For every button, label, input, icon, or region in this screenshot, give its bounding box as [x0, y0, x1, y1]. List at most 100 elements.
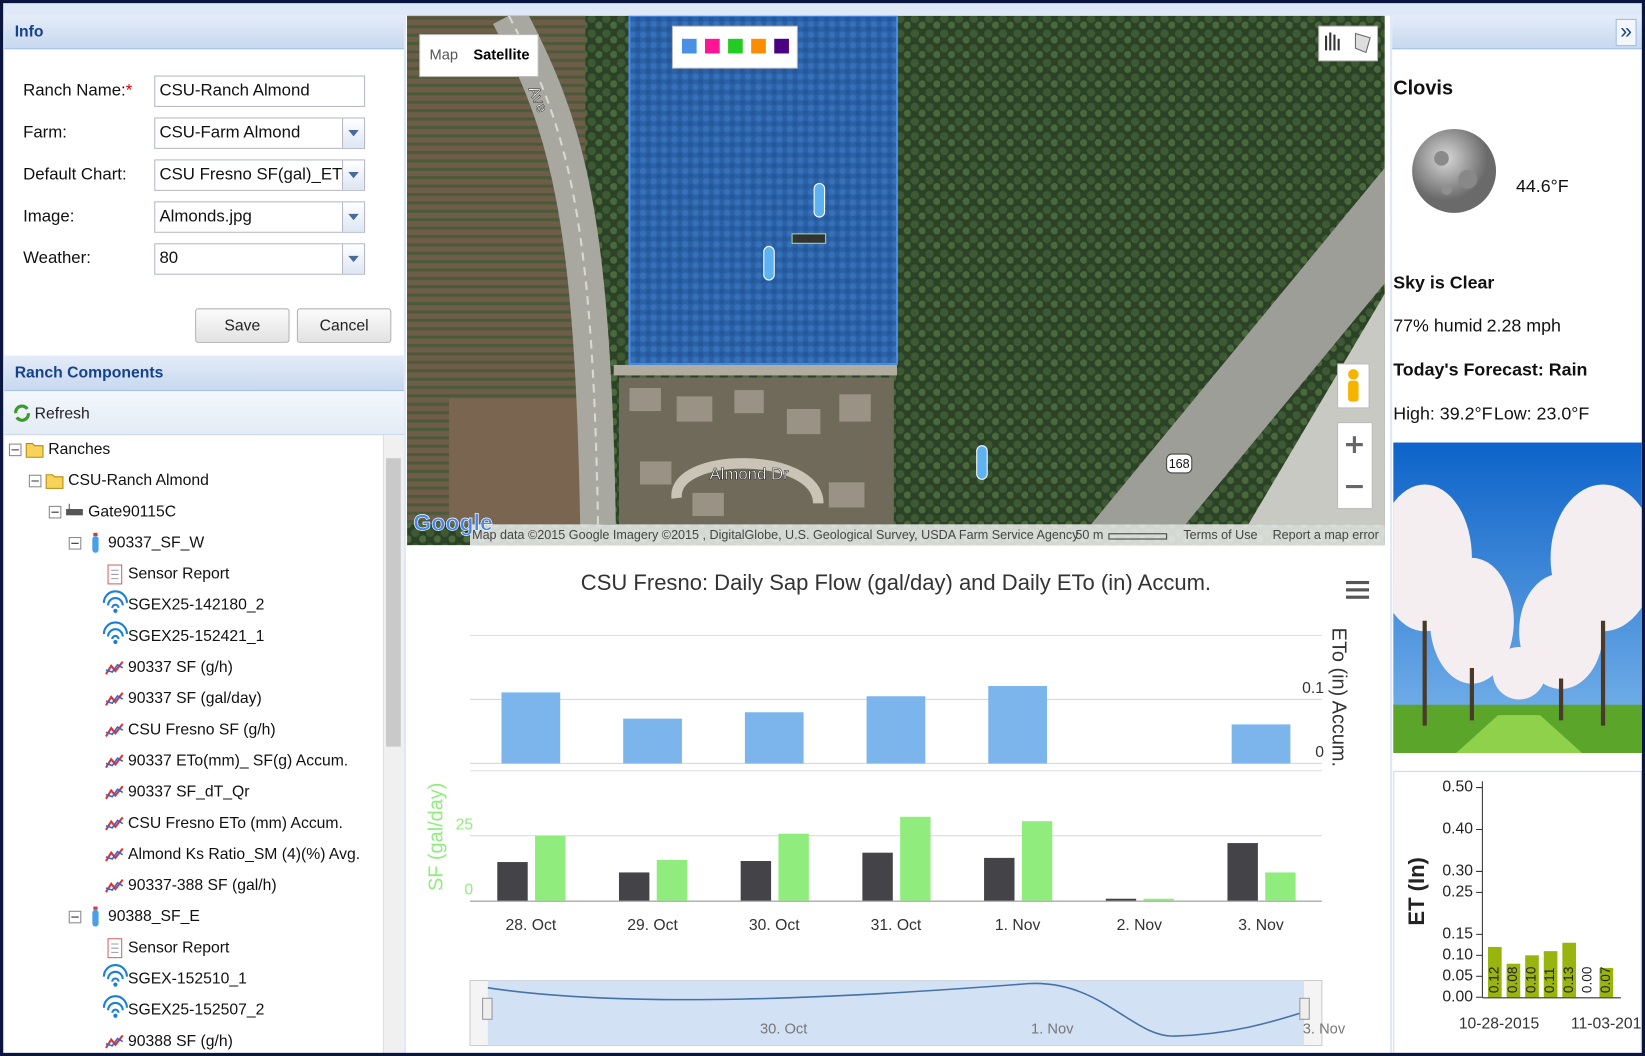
tree-node[interactable]: SGEX25-152421_1	[128, 628, 264, 645]
tree-node[interactable]: SGEX25-142180_2	[128, 597, 264, 614]
expander[interactable]	[48, 505, 62, 519]
scrollbar[interactable]	[382, 435, 404, 1054]
tree-node[interactable]: CSU-Ranch Almond	[68, 472, 209, 489]
tree-node[interactable]: 90337 SF_dT_Qr	[128, 784, 249, 801]
tree	[1429, 557, 1514, 684]
text-input[interactable]: CSU-Ranch Almond	[154, 75, 366, 107]
expander[interactable]	[68, 537, 82, 550]
gate-icon	[66, 503, 83, 516]
bar[interactable]	[1488, 946, 1502, 998]
color-swatch[interactable]	[681, 38, 697, 54]
polygon-tool[interactable]	[1354, 32, 1371, 54]
bar[interactable]	[1506, 963, 1521, 998]
tree-node[interactable]: 90337-388 SF (gal/h)	[128, 877, 277, 894]
pegman[interactable]	[1348, 369, 1359, 380]
bar[interactable]	[862, 852, 893, 901]
sensor-marker[interactable]	[976, 445, 988, 480]
tree-node[interactable]: CSU Fresno SF (g/h)	[128, 721, 276, 738]
tree-node[interactable]: 90337_SF_W	[108, 534, 204, 551]
y-tick-label: 0.10	[1442, 946, 1473, 963]
collapse-button[interactable]: »	[1615, 18, 1637, 47]
navigator-selection[interactable]	[487, 980, 1305, 1046]
satellite-button[interactable]: Satellite	[473, 47, 529, 63]
tree-node[interactable]: Almond Ks Ratio_SM (4)(%) Avg.	[128, 846, 360, 863]
bar[interactable]	[1105, 898, 1137, 901]
moon-icon	[1412, 128, 1497, 213]
save-button[interactable]: Save	[195, 308, 290, 343]
tree-node[interactable]: CSU Fresno ETo (mm) Accum.	[128, 815, 343, 832]
tree-node[interactable]: Sensor Report	[128, 566, 230, 583]
value-label: 0.10	[1524, 966, 1539, 993]
bar[interactable]	[497, 862, 528, 901]
dropdown-arrow[interactable]	[342, 244, 365, 274]
menu-icon[interactable]	[1346, 588, 1370, 592]
scroll-thumb[interactable]	[386, 458, 401, 747]
bar[interactable]	[1265, 872, 1296, 901]
menu-icon[interactable]	[1346, 580, 1370, 585]
map-report[interactable]: Report a map error	[1273, 528, 1379, 542]
refresh-button[interactable]: Refresh	[34, 404, 90, 423]
bar[interactable]	[778, 833, 809, 901]
tree-node[interactable]: 90388 SF (g/h)	[128, 1033, 233, 1050]
bar[interactable]	[744, 712, 804, 764]
bar[interactable]	[1227, 843, 1258, 901]
tree-node[interactable]: 90337 SF (gal/day)	[128, 690, 262, 707]
dropdown-arrow[interactable]	[342, 202, 365, 232]
bar[interactable]	[1543, 951, 1558, 998]
combo-box[interactable]: Almonds.jpg	[154, 201, 366, 233]
bar[interactable]	[740, 861, 772, 901]
combo-box[interactable]: CSU Fresno SF(gal)_ET(in)	[154, 159, 366, 191]
navigator-handle[interactable]	[1299, 997, 1310, 1020]
bar[interactable]	[1562, 942, 1576, 998]
tree-node[interactable]: 90337 ETo(mm)_ SF(g) Accum.	[128, 752, 348, 769]
color-swatch[interactable]	[705, 38, 720, 54]
menu-icon[interactable]	[1346, 595, 1370, 599]
bar[interactable]	[535, 835, 566, 901]
bar[interactable]	[866, 696, 926, 764]
map-terms[interactable]: Terms of Use	[1183, 528, 1257, 542]
tree-node[interactable]: SGEX-152510_1	[128, 971, 247, 988]
bar[interactable]	[656, 859, 688, 901]
combo-box[interactable]: CSU-Farm Almond	[154, 117, 366, 149]
house	[839, 394, 871, 422]
bar[interactable]	[1021, 821, 1053, 901]
bar[interactable]	[1525, 955, 1539, 998]
tree-node[interactable]: 90388_SF_E	[108, 908, 200, 925]
tree-node[interactable]: Ranches	[48, 441, 110, 458]
bar[interactable]	[1599, 967, 1614, 998]
bar[interactable]	[623, 718, 682, 764]
bar[interactable]	[988, 686, 1048, 764]
expander[interactable]	[28, 474, 42, 488]
zoom-in[interactable]	[1346, 436, 1363, 454]
gate	[66, 509, 83, 516]
combo-box[interactable]: 80	[154, 243, 366, 275]
bar[interactable]	[984, 857, 1015, 901]
bar[interactable]	[618, 872, 650, 901]
color-swatch[interactable]	[774, 38, 789, 54]
map-button[interactable]: Map	[429, 47, 458, 63]
value-label: 0.07	[1598, 967, 1613, 994]
sensor-marker[interactable]	[763, 245, 775, 281]
dropdown-arrow[interactable]	[342, 118, 365, 148]
expander[interactable]	[8, 443, 22, 457]
color-swatch[interactable]	[751, 38, 766, 54]
gateway-marker[interactable]	[791, 233, 827, 244]
tree-node[interactable]: Gate90115C	[88, 503, 176, 520]
expander[interactable]	[68, 910, 82, 924]
tree-node[interactable]: 90337 SF (g/h)	[128, 659, 233, 676]
bar[interactable]	[900, 816, 931, 901]
tree-node[interactable]: Sensor Report	[128, 939, 230, 956]
bar[interactable]	[1143, 898, 1174, 901]
bar[interactable]	[1231, 724, 1291, 764]
dropdown-arrow[interactable]	[342, 160, 365, 190]
cancel-button[interactable]: Cancel	[296, 308, 392, 343]
tree-node[interactable]: SGEX25-152507_2	[128, 1002, 264, 1019]
navigator-handle[interactable]	[482, 997, 493, 1020]
field-value: Almonds.jpg	[159, 207, 252, 226]
field-polygon[interactable]	[628, 15, 899, 365]
sensor-marker[interactable]	[813, 182, 826, 218]
bar[interactable]	[501, 692, 561, 764]
color-swatch[interactable]	[728, 38, 743, 54]
hand-tool[interactable]	[1325, 32, 1340, 51]
